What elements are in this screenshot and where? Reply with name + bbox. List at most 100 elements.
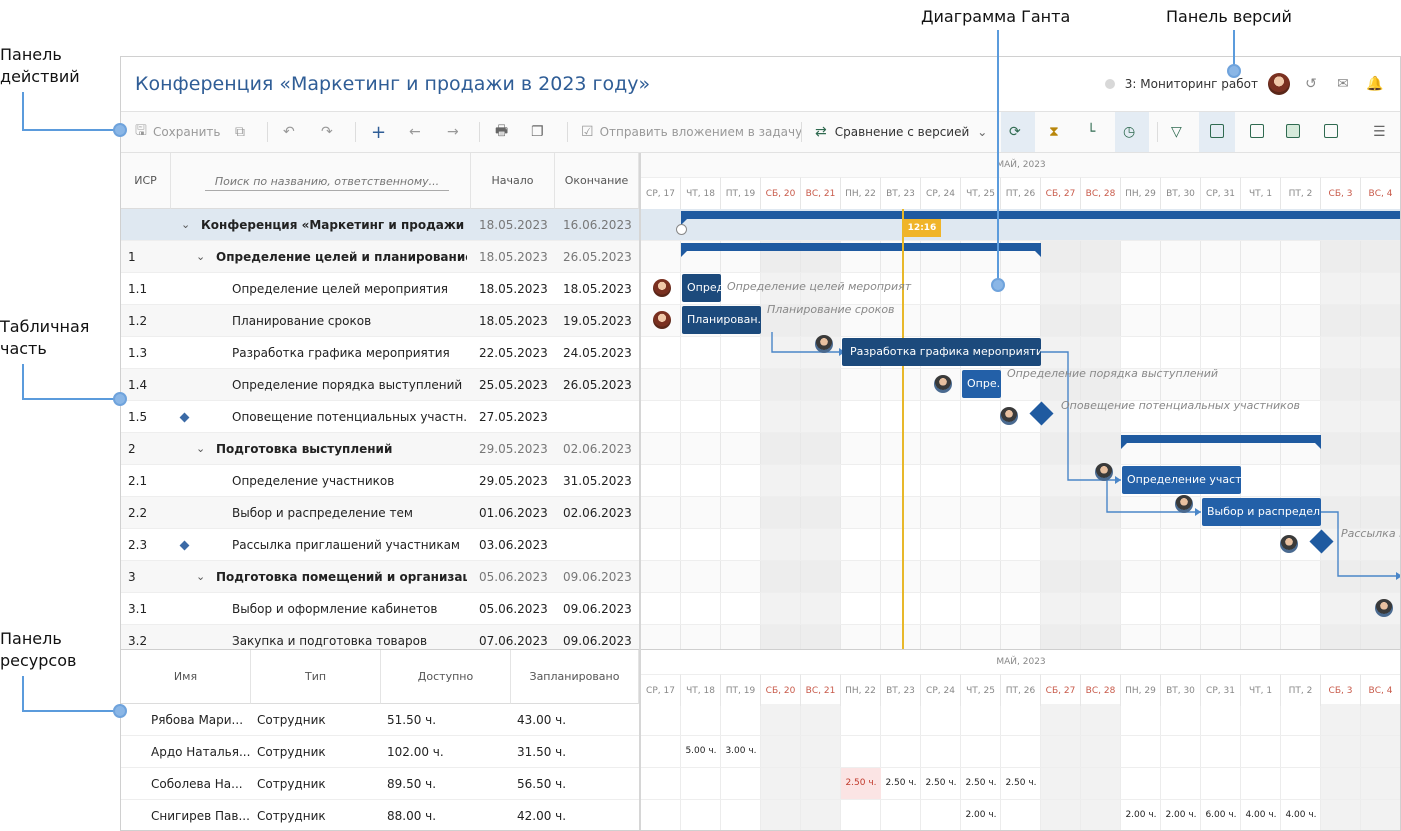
chevron-down-icon[interactable]: ⌄ [196,442,206,455]
duration-toggle[interactable]: ⧗ [1049,112,1059,152]
scale-day-icon[interactable] [1210,124,1224,138]
gantt-row [641,561,1400,593]
col-wbs-header: ИСР [121,153,171,209]
wbs-cell: 1.4 [128,377,148,392]
task-bar-1-3[interactable]: Разработка графика мероприятия [842,338,1041,366]
table-row[interactable]: 2 ⌄ Подготовка выступлений 29.05.2023 02.06.… [121,433,639,465]
calendar-refresh-icon: ⟳ [1009,124,1021,140]
table-row[interactable]: 1.5 Оповещение потенциальных участн... 27.… [121,401,639,433]
search-input[interactable] [205,173,449,191]
user-avatar[interactable] [1268,73,1290,95]
table-row[interactable]: 1 ⌄ Определение целей и планирование 18.05.… [121,241,639,273]
day-gridline [840,209,841,649]
add-task-button[interactable]: + [371,112,386,152]
task-bar-1-1[interactable]: Опред [682,274,721,302]
table-row[interactable]: 1.1 Определение целей мероприятия 18.05.20… [121,273,639,305]
task-bar-2-1[interactable]: Определение участ... [1122,466,1241,494]
table-row[interactable]: 3 ⌄ Подготовка помещений и организац... 05.… [121,561,639,593]
summary-bar-2[interactable] [1121,435,1321,449]
deadline-toggle[interactable]: ◷ [1123,112,1135,152]
scale-year-icon[interactable] [1324,124,1338,138]
start-date-cell: 05.06.2023 [479,601,548,616]
toggle-highlight [1199,112,1235,152]
undo-button[interactable]: ↶ [283,112,295,152]
undo-icon: ↶ [283,124,295,140]
add-subtask-button[interactable]: ⧉ [235,112,245,152]
col-end-header: Окончание [555,153,639,209]
workload-cell: 2.50 ч. [841,768,881,799]
assignee-avatar [653,311,671,329]
redo-button[interactable]: ↷ [321,112,333,152]
day-header: СБ, 3 [1321,674,1361,706]
copy-icon: ❐ [531,124,544,140]
table-row[interactable]: 1.4 Определение порядка выступлений 25.05.… [121,369,639,401]
baseline-toggle[interactable]: ⟳ [1009,112,1021,152]
table-row[interactable]: 2.2 Выбор и распределение тем 01.06.2023 02… [121,497,639,529]
assignee-avatar [1280,535,1298,553]
start-date-cell: 03.06.2023 [479,537,548,552]
print-button[interactable]: 🖶 [495,112,508,152]
summary-bar-project[interactable] [681,211,1400,225]
start-date-cell: 22.05.2023 [479,345,548,360]
resource-row[interactable]: Соболева На... Сотрудник 89.50 ч. 56.50 ч. [121,768,639,800]
settings-button[interactable]: ☰ [1373,112,1386,152]
task-bar-2-2[interactable]: Выбор и распредел... [1202,498,1321,526]
scale-month-icon[interactable] [1286,124,1300,138]
history-icon[interactable]: ↺ [1305,76,1317,92]
chevron-down-icon[interactable]: ⌄ [181,218,191,231]
send-attachment-button[interactable]: ☑ Отправить вложением в задачу [581,112,802,152]
indent-button[interactable]: → [447,112,459,152]
table-row[interactable]: 1.3 Разработка графика мероприятия 22.05.2… [121,337,639,369]
table-row[interactable]: 2.1 Определение участников 29.05.2023 31.05… [121,465,639,497]
version-label[interactable]: 3: Мониторинг работ [1124,77,1258,91]
page-title: Конференция «Маркетинг и продажи в 2023 … [135,73,651,95]
wbs-cell: 2.1 [128,473,148,488]
sliders-icon: ☰ [1373,124,1386,140]
day-header: ВС, 28 [1081,177,1121,209]
task-bar-1-4[interactable]: Опре... [962,370,1001,398]
res-col-planned: Запланировано [511,650,639,704]
day-header: ПН, 29 [1121,177,1161,209]
chevron-down-icon[interactable]: ⌄ [196,250,206,263]
day-header: ЧТ, 18 [681,177,721,209]
day-gridline [680,209,681,649]
export-button[interactable]: ❐ [531,112,544,152]
save-button[interactable]: 🖫 Сохранить [135,112,220,152]
task-bar-1-2[interactable]: Планирован... [682,306,761,334]
table-row[interactable]: ⌄ Конференция «Маркетинг и продажи в... 18… [121,209,639,241]
end-date-cell: 26.05.2023 [563,377,632,392]
table-row[interactable]: 3.1 Выбор и оформление кабинетов 05.06.202… [121,593,639,625]
panel-splitter[interactable] [639,153,641,830]
workload-cell: 4.00 ч. [1245,810,1277,820]
resource-row[interactable]: Рябова Мари... Сотрудник 51.50 ч. 43.00 ч. [121,704,639,736]
table-row[interactable]: 2.3 Рассылка приглашений участникам 03.06.… [121,529,639,561]
day-header: ПТ, 2 [1281,674,1321,706]
table-row[interactable]: 3.2 Закупка и подготовка товаров 07.06.202… [121,625,639,649]
dependencies-toggle[interactable]: └ [1087,112,1095,152]
day-gridline [760,209,761,649]
bell-icon[interactable]: 🔔 [1366,76,1384,92]
summary-bar-1[interactable] [681,243,1041,257]
version-panel: 3: Мониторинг работ ↺ ✉ 🔔 [1104,71,1386,97]
chevron-down-icon[interactable]: ⌄ [196,570,206,583]
arrowhead [1195,508,1201,516]
wbs-cell: 1.3 [128,345,148,360]
day-header: ПТ, 26 [1001,674,1041,706]
filter-icon: ▽ [1171,124,1182,140]
arrow-left-icon: ← [409,124,421,140]
resource-timeline-row [641,704,1400,736]
assignee-avatar [653,279,671,297]
resource-row[interactable]: Ардо Наталья... Сотрудник 102.00 ч. 31.50 ч… [121,736,639,768]
resource-row[interactable]: Снигирев Пав... Сотрудник 88.00 ч. 42.00 ч. [121,800,639,830]
mail-icon[interactable]: ✉ [1337,76,1349,92]
compare-version-dropdown[interactable]: ⇄ Сравнение с версией ⌄ [815,112,987,152]
day-header: СР, 24 [921,177,961,209]
res-col-available: Доступно [381,650,511,704]
outdent-button[interactable]: ← [409,112,421,152]
task-name: Разработка графика мероприятия [232,345,450,360]
scale-week-icon[interactable] [1250,124,1264,138]
filter-button[interactable]: ▽ [1171,112,1182,152]
weekend-column [1081,209,1121,649]
table-row[interactable]: 1.2 Планирование сроков 18.05.2023 19.05.20… [121,305,639,337]
end-date-cell: 31.05.2023 [563,473,632,488]
